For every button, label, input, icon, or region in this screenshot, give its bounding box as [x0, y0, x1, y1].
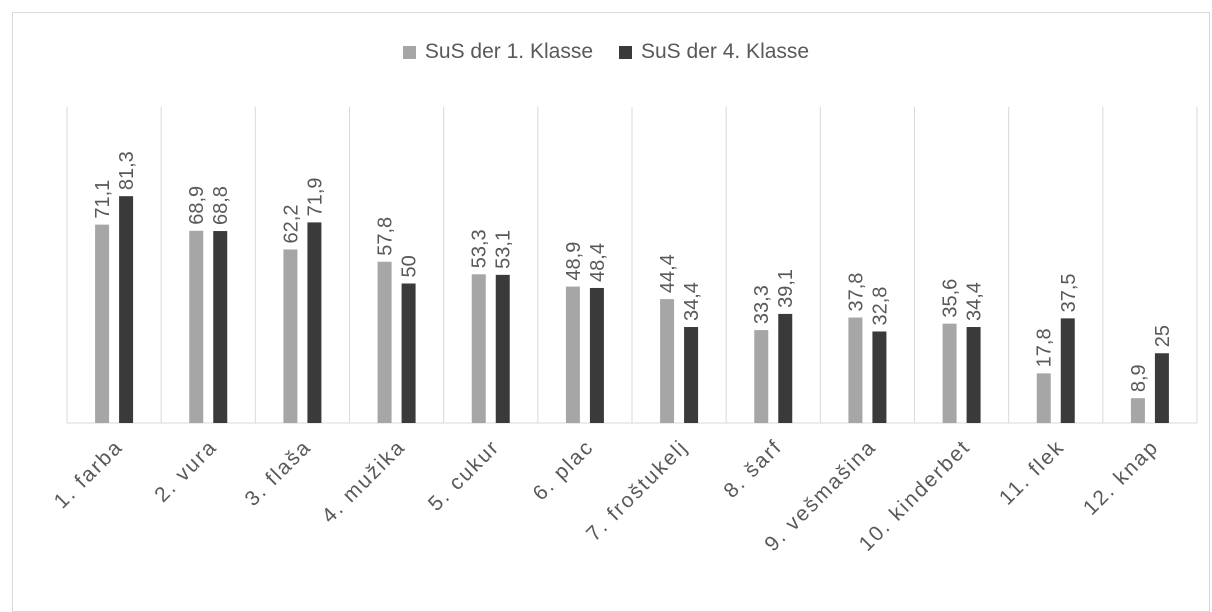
data-label-series-2: 81,3 [116, 151, 138, 190]
bar-series-2 [966, 327, 981, 423]
bar-series-2 [213, 231, 228, 423]
legend-item-series-1: SuS der 1. Klasse [402, 40, 593, 64]
bar-series-2 [778, 313, 793, 423]
bar-series-1 [660, 299, 675, 423]
category-tick-label: 5. cukur [424, 435, 504, 515]
category-tick-label: 6. plac [529, 435, 599, 505]
bar-series-1 [565, 286, 580, 423]
data-label-series-1: 33,3 [751, 285, 773, 324]
legend-swatch-series-1 [402, 45, 416, 59]
legend-label-series-2: SuS der 4. Klasse [641, 40, 810, 63]
chart-frame [12, 12, 1210, 612]
bar-series-1 [1036, 373, 1051, 423]
legend: SuS der 1. Klasse SuS der 4. Klasse [0, 40, 1212, 64]
data-label-series-2: 39,1 [775, 269, 797, 308]
bar-series-2 [307, 222, 322, 423]
bar-series-2 [495, 274, 510, 423]
category-tick-label: 8. šarf [719, 435, 786, 502]
data-label-series-1: 71,1 [92, 180, 114, 219]
bar-series-2 [872, 331, 887, 423]
data-label-series-1: 8,9 [1128, 364, 1150, 392]
bar-series-1 [1130, 398, 1145, 423]
category-tick-label: 7. froštukelj [582, 435, 693, 546]
data-label-series-2: 71,9 [304, 177, 326, 216]
data-label-series-2: 68,8 [210, 186, 232, 225]
data-label-series-1: 37,8 [845, 273, 867, 312]
data-label-series-1: 62,2 [280, 205, 302, 244]
data-label-series-2: 53,1 [493, 230, 515, 269]
legend-swatch-series-2 [619, 45, 632, 59]
category-tick-label: 4. mužika [318, 435, 411, 528]
data-label-series-2: 34,4 [964, 282, 986, 321]
data-label-series-1: 53,3 [469, 229, 491, 268]
bar-series-1 [848, 317, 863, 423]
data-label-series-2: 34,4 [681, 282, 703, 321]
bar-series-2 [1154, 353, 1169, 423]
bar-series-1 [942, 323, 957, 423]
data-label-series-1: 68,9 [186, 186, 208, 225]
data-label-series-2: 32,8 [869, 287, 891, 326]
data-label-series-1: 35,6 [940, 279, 962, 318]
data-label-series-2: 37,5 [1058, 273, 1080, 312]
bar-series-2 [1060, 318, 1075, 423]
bar-series-1 [471, 274, 486, 423]
data-label-series-2: 50 [399, 255, 421, 277]
data-label-series-1: 48,9 [563, 242, 585, 281]
bar-series-1 [189, 230, 204, 423]
data-label-series-2: 48,4 [587, 243, 609, 282]
category-tick-label: 1. farba [50, 435, 128, 513]
category-tick-label: 11. flek [995, 435, 1069, 509]
bar-series-2 [401, 283, 416, 423]
bar-series-1 [377, 261, 392, 423]
data-label-series-2: 25 [1152, 325, 1174, 347]
legend-item-series-2: SuS der 4. Klasse [619, 40, 809, 64]
bar-series-2 [119, 196, 134, 423]
data-label-series-1: 57,8 [375, 217, 397, 256]
data-label-series-1: 17,8 [1034, 328, 1056, 367]
category-tick-label: 2. vura [150, 435, 222, 507]
legend-label-series-1: SuS der 1. Klasse [424, 40, 593, 63]
bar-series-1 [95, 224, 110, 423]
category-tick-label: 12. knap [1079, 435, 1164, 520]
bar-series-2 [589, 287, 604, 423]
bar-series-1 [754, 330, 769, 423]
bar-series-1 [283, 249, 298, 423]
data-label-series-1: 44,4 [657, 254, 679, 293]
bar-series-2 [684, 327, 699, 423]
category-tick-label: 3. flaša [240, 435, 315, 510]
